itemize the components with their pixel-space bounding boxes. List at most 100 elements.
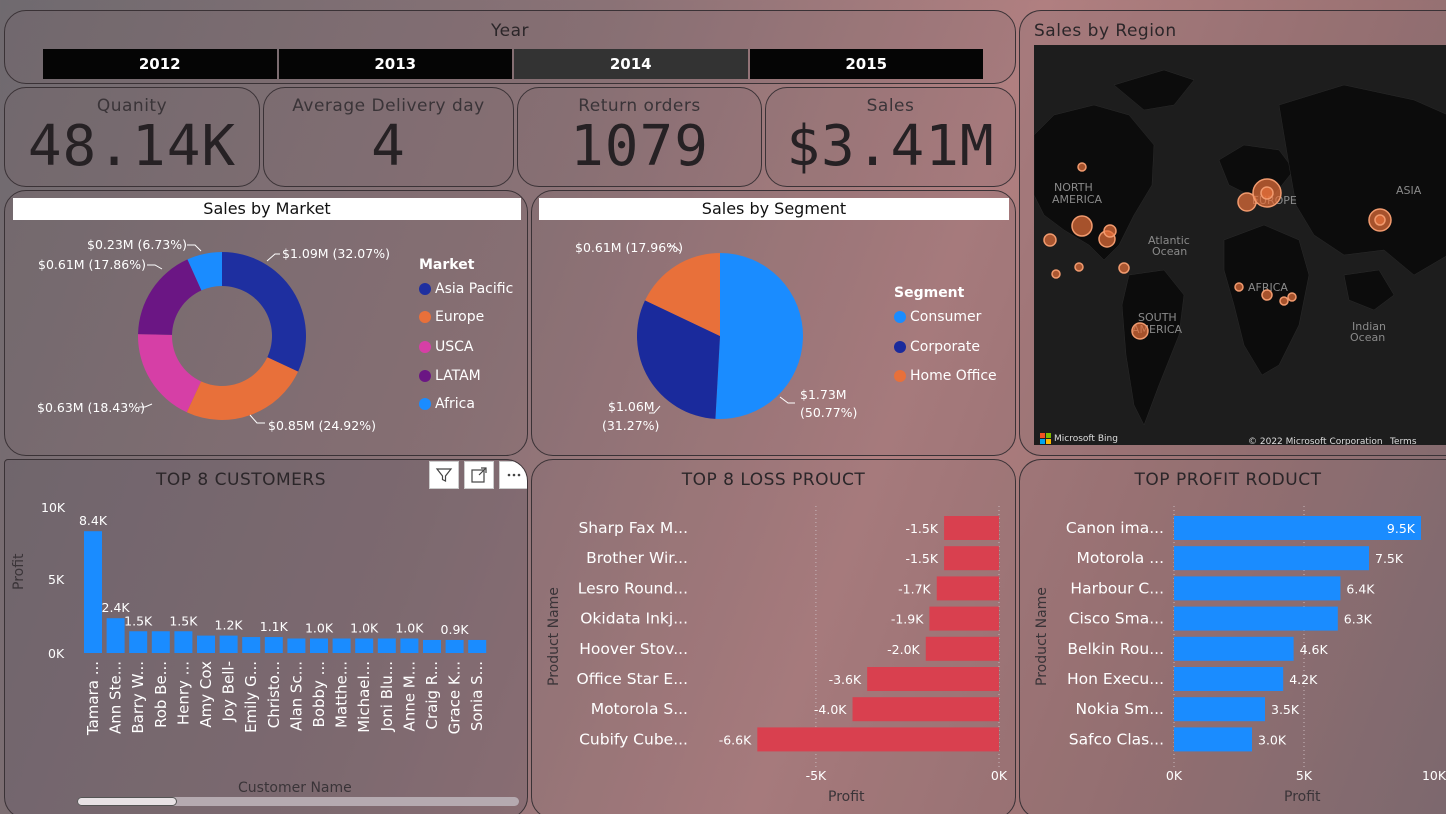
y-tick: 10K [41,500,66,515]
market-donut-chart[interactable] [5,191,528,456]
map-label-ocean: Ocean [1152,245,1188,258]
customer-bar[interactable] [151,631,170,653]
product-bar[interactable] [867,667,999,691]
customer-name-label: Rob Be... [152,661,170,728]
map-label-asia: ASIA [1396,184,1422,197]
product-bar[interactable] [925,636,999,661]
product-bar[interactable] [1174,697,1265,722]
customer-bar[interactable] [400,638,419,654]
product-bar[interactable] [1174,636,1294,661]
year-button-2015[interactable]: 2015 [749,49,983,79]
scrollbar-thumb[interactable] [77,797,177,806]
legend-item-label: Asia Pacific [435,281,514,297]
legend-item-latam[interactable]: LATAM [419,368,481,384]
focus-mode-icon[interactable] [464,461,494,489]
product-bar[interactable] [944,546,999,571]
product-data-label: 3.0K [1258,732,1287,747]
legend-item-label: Consumer [910,309,982,325]
microsoft-logo-icon [1040,433,1051,444]
customer-data-label: 0.9K [441,622,470,637]
slice-latam[interactable] [138,259,202,335]
market-label-latam: $0.61M (17.86%) [38,257,146,272]
legend-item-label: LATAM [435,368,481,384]
product-bar[interactable] [1174,727,1252,752]
product-bar[interactable] [936,576,999,601]
customer-bar[interactable] [377,638,396,654]
product-data-label: -3.6K [829,672,862,687]
profit-bar-chart[interactable]: Canon ima... 9.5K Motorola ... 7.5K Harbour … [1020,460,1446,814]
filter-icon[interactable] [429,461,459,489]
customers-bar-chart[interactable]: 8.4K Tamara ... 2.4K Ann Ste... 1.5K Barry W.… [5,460,528,814]
legend-item-africa[interactable]: Africa [419,396,475,412]
year-button-2014[interactable]: 2014 [514,49,748,79]
product-data-label: -1.7K [898,581,931,596]
map-terms-link[interactable]: Terms [1390,437,1417,445]
product-bar[interactable] [1174,516,1421,540]
customer-bar[interactable] [287,638,306,654]
product-name-label: Nokia Sm... [1075,700,1164,718]
more-options-icon[interactable] [499,461,527,489]
product-bar[interactable] [1174,576,1341,601]
customer-bar[interactable] [174,631,193,653]
product-bar[interactable] [929,606,999,631]
customer-name-label: Barry W... [129,661,147,734]
product-bar[interactable] [1174,546,1369,571]
customer-bar[interactable] [242,637,261,653]
legend-item-europe[interactable]: Europe [419,309,484,325]
slice-africa[interactable] [187,252,222,291]
customer-bar[interactable] [332,638,351,654]
horizontal-scrollbar[interactable] [77,797,519,806]
legend-item-label: Africa [435,396,475,412]
customer-bar[interactable] [197,635,215,653]
customer-bar[interactable] [423,639,441,653]
legend-item-usca[interactable]: USCA [419,339,474,355]
product-bar[interactable] [852,697,999,722]
customer-bar[interactable] [355,638,374,654]
slice-europe[interactable] [186,357,299,421]
map-bubble [1261,289,1273,301]
slice-usca[interactable] [138,334,202,413]
year-button-2012[interactable]: 2012 [43,49,277,79]
map-bubble [1103,224,1117,238]
year-slicer-panel: Year 2012 2013 2014 2015 [4,10,1016,84]
segment-label-corporate-pct: (31.27%) [602,418,660,433]
legend-item-consumer[interactable]: Consumer [894,309,981,325]
top-loss-product-panel: TOP 8 LOSS PROUCT Product Name Sharp Fax… [531,459,1016,814]
customer-bar[interactable] [219,635,238,653]
product-bar[interactable] [1174,606,1338,631]
region-map-title: Sales by Region [1034,21,1177,41]
legend-item-home-office[interactable]: Home Office [894,368,997,384]
product-bar[interactable] [757,727,999,752]
slice-corporate[interactable] [637,300,720,419]
loss-bar-chart[interactable]: Sharp Fax M... -1.5K Brother Wir... -1.5K Le… [532,460,1016,814]
slice-home-office[interactable] [645,253,720,336]
map-bubble [1131,322,1149,340]
customer-bar[interactable] [264,637,283,653]
customer-bar[interactable] [468,639,487,653]
product-bar[interactable] [944,516,999,540]
slice-asia-pacific[interactable] [222,252,307,372]
segment-pie-chart[interactable] [532,191,1016,456]
slice-consumer[interactable] [715,253,804,419]
kpi-value: 1079 [570,114,709,179]
customer-bar[interactable] [106,618,125,653]
product-data-label: -1.5K [905,551,938,566]
y-tick: 5K [48,572,65,587]
legend-item-corporate[interactable]: Corporate [894,339,980,355]
customer-bar[interactable] [84,531,102,653]
customer-bar[interactable] [129,631,148,653]
product-bar[interactable] [1174,667,1284,691]
legend-item-asia-pacific[interactable]: Asia Pacific [419,281,513,297]
region-map[interactable]: NORTH AMERICA EUROPE ASIA Atlantic Ocean… [1034,45,1446,445]
customer-bar[interactable] [445,639,464,653]
product-name-label: Motorola S... [591,700,688,718]
customer-name-label: Amy Cox [197,661,215,728]
market-chart-title: Sales by Market [13,198,521,220]
customer-name-label: Matthe... [333,661,351,728]
year-button-2013[interactable]: 2013 [278,49,512,79]
map-bubble [1260,186,1274,200]
segment-leader-lines [649,245,795,414]
kpi-card-delivery-day: Average Delivery day 4 [263,87,514,187]
map-label-america: AMERICA [1052,193,1103,206]
customer-bar[interactable] [310,638,328,654]
